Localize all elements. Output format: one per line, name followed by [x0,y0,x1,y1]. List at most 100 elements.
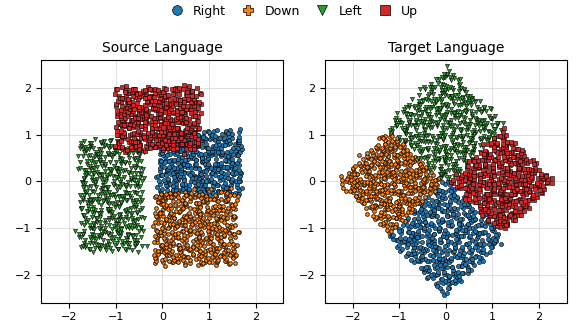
Point [469,133,478,139]
Point [199,183,208,188]
Point [347,172,357,177]
Point [159,227,169,233]
Point [466,93,475,98]
Point [193,242,202,248]
Point [481,171,490,176]
Point [449,127,459,133]
Point [101,247,111,252]
Point [197,158,207,164]
Point [448,190,457,196]
Point [133,160,142,166]
Point [197,137,206,143]
Point [438,136,448,141]
Point [184,228,193,234]
Point [415,259,424,264]
Point [443,93,452,98]
Point [423,264,432,269]
Point [171,96,180,101]
Point [397,211,406,217]
Point [197,144,207,150]
Point [434,271,443,277]
Point [485,213,494,219]
Point [178,183,187,188]
Point [154,133,164,138]
Point [463,201,472,207]
Point [361,190,371,196]
Point [179,107,189,113]
Point [453,175,463,180]
Point [167,248,176,253]
Point [130,115,140,120]
Point [200,244,209,249]
Point [435,260,444,266]
Point [403,237,413,242]
Point [108,181,118,186]
Point [173,135,182,140]
Point [517,173,527,178]
Point [473,165,482,171]
Point [515,189,524,194]
Point [445,120,455,125]
Point [112,240,121,245]
Point [89,221,98,227]
Point [355,177,364,182]
Point [168,260,178,265]
Point [226,207,236,212]
Point [435,106,445,111]
Point [414,149,424,154]
Point [411,172,421,178]
Point [459,87,468,92]
Point [129,109,138,114]
Point [462,107,471,113]
Point [204,157,213,162]
Point [430,177,439,183]
Point [115,95,125,100]
Point [505,175,514,181]
Point [482,192,492,197]
Point [411,128,421,133]
Point [402,157,411,162]
Point [178,245,187,250]
Point [235,167,244,172]
Point [205,240,214,245]
Point [370,208,379,213]
Point [192,143,201,149]
Point [440,87,449,92]
Point [392,221,401,226]
Point [431,112,441,118]
Point [354,179,363,185]
Point [403,223,412,228]
Point [410,180,420,186]
Point [184,122,193,127]
Point [352,194,361,199]
Point [203,177,212,183]
Point [432,213,441,219]
Point [119,132,129,138]
Point [190,192,200,197]
Point [207,209,216,214]
Point [159,98,168,103]
Point [435,285,445,290]
Point [180,219,190,224]
Point [528,195,537,201]
Point [393,122,402,128]
Point [432,106,441,112]
Point [135,90,144,96]
Point [141,112,150,118]
Point [481,229,490,234]
Point [424,122,434,128]
Point [82,242,91,248]
Point [394,226,403,232]
Point [470,177,479,182]
Point [202,218,211,224]
Point [407,122,416,127]
Point [425,119,434,125]
Point [462,224,471,229]
Point [137,116,146,121]
Point [184,163,194,168]
Point [148,107,158,112]
Point [196,238,205,243]
Point [117,239,126,244]
Point [432,199,441,204]
Point [464,249,474,255]
